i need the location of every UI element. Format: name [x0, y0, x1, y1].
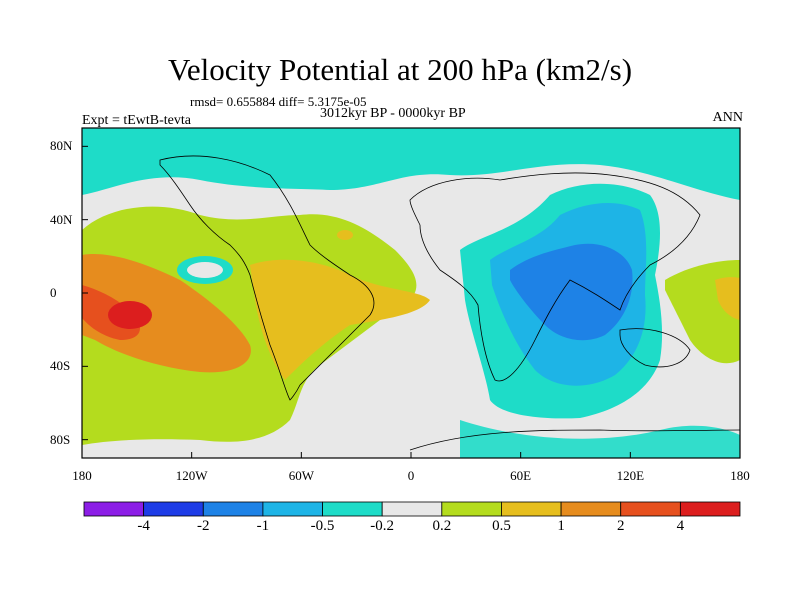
y-axis: [82, 145, 88, 441]
stats-line: rmsd= 0.655884 diff= 5.3175e-05: [190, 94, 367, 109]
colorbar-swatch: [620, 501, 681, 517]
x-tick-label: 60E: [510, 468, 532, 483]
y-tick-label: 0: [50, 285, 57, 300]
x-tick-label: 120E: [616, 468, 645, 483]
x-tick-label: 180: [730, 468, 750, 483]
y-tick-label: 80S: [50, 431, 71, 447]
colorbar-label: 0.2: [432, 518, 452, 534]
colorbar-swatch: [381, 501, 443, 517]
colorbar: [83, 501, 741, 517]
y-tick-label: 80N: [50, 138, 73, 154]
colorbar-label: -0.2: [370, 518, 395, 534]
colorbar-swatch: [202, 501, 264, 517]
colorbar-label: 2: [616, 518, 625, 534]
experiment-label: Expt = tEwtB-tevta: [82, 113, 191, 128]
chart-subtitle: 3012kyr BP - 0000kyr BP: [320, 106, 466, 121]
colorbar-label: -2: [197, 518, 210, 534]
x-tick-label: 120W: [175, 468, 208, 483]
season-label: ANN: [712, 110, 743, 125]
colorbar-label: 4: [676, 518, 685, 534]
coastlines: [159, 155, 740, 451]
colorbar-swatch: [322, 501, 383, 517]
colorbar-label: -0.5: [310, 518, 335, 534]
colorbar-swatch: [441, 501, 502, 517]
colorbar-swatch: [143, 501, 204, 517]
x-tick-label: 60W: [288, 468, 314, 483]
x-tick-label: 0: [407, 468, 415, 483]
contour-field: [82, 128, 740, 458]
x-tick-label: 180: [72, 468, 92, 483]
colorbar-label: -4: [137, 518, 150, 534]
colorbar-swatch: [679, 501, 741, 517]
colorbar-swatch: [501, 501, 562, 517]
colorbar-swatch: [262, 501, 323, 517]
chart-title: Velocity Potential at 200 hPa (km2/s): [167, 52, 633, 87]
y-tick-label: 40S: [50, 358, 71, 374]
colorbar-swatch: [83, 501, 145, 517]
colorbar-label: 1: [557, 518, 565, 534]
colorbar-label: 0.5: [492, 518, 511, 534]
x-axis: [81, 452, 741, 458]
y-tick-label: 40N: [50, 211, 73, 227]
colorbar-swatch: [560, 501, 622, 517]
colorbar-label: -1: [256, 518, 270, 534]
